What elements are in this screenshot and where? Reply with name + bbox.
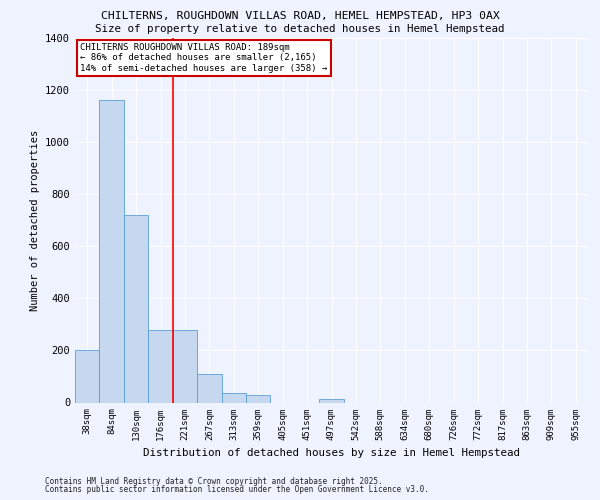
Bar	[221, 394, 246, 402]
Y-axis label: Number of detached properties: Number of detached properties	[29, 130, 40, 310]
Text: Size of property relative to detached houses in Hemel Hempstead: Size of property relative to detached ho…	[95, 24, 505, 34]
Bar	[75, 350, 100, 403]
Text: Contains HM Land Registry data © Crown copyright and database right 2025.: Contains HM Land Registry data © Crown c…	[45, 477, 383, 486]
Bar	[246, 394, 271, 402]
Bar	[124, 215, 148, 402]
Bar	[100, 100, 124, 402]
Text: Contains public sector information licensed under the Open Government Licence v3: Contains public sector information licen…	[45, 485, 429, 494]
Bar	[148, 330, 173, 402]
Text: CHILTERNS, ROUGHDOWN VILLAS ROAD, HEMEL HEMPSTEAD, HP3 0AX: CHILTERNS, ROUGHDOWN VILLAS ROAD, HEMEL …	[101, 12, 499, 22]
Text: CHILTERNS ROUGHDOWN VILLAS ROAD: 189sqm
← 86% of detached houses are smaller (2,: CHILTERNS ROUGHDOWN VILLAS ROAD: 189sqm …	[80, 43, 328, 73]
Bar	[173, 330, 197, 402]
Bar	[197, 374, 221, 402]
Bar	[319, 398, 344, 402]
X-axis label: Distribution of detached houses by size in Hemel Hempstead: Distribution of detached houses by size …	[143, 448, 520, 458]
